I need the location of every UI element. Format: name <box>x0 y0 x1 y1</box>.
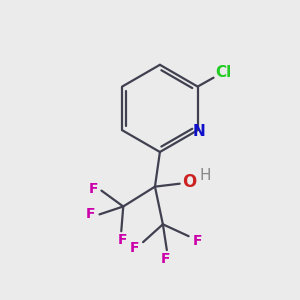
Text: F: F <box>161 252 171 266</box>
Text: F: F <box>129 241 139 255</box>
Text: F: F <box>118 233 127 247</box>
Text: F: F <box>89 182 98 196</box>
Text: Cl: Cl <box>215 65 232 80</box>
Text: N: N <box>192 124 205 139</box>
Text: F: F <box>86 207 95 221</box>
Text: H: H <box>200 168 211 183</box>
Text: O: O <box>182 173 197 191</box>
Text: F: F <box>193 234 202 248</box>
